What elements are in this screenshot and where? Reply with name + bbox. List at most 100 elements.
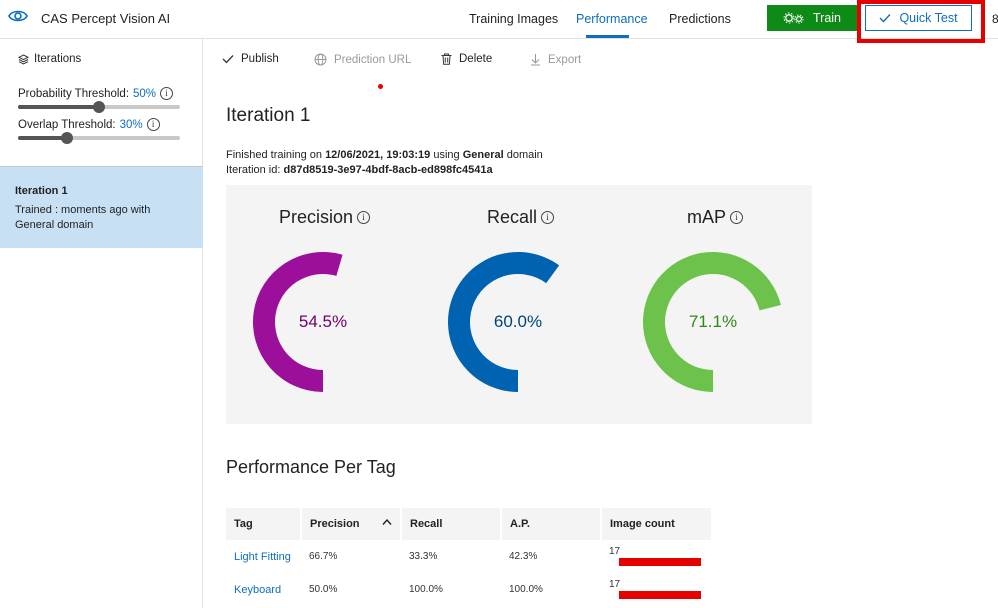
overlap-threshold-text: Overlap Threshold: bbox=[18, 118, 116, 131]
per-tag-table: Tag Precision Recall A.P. Image count Li… bbox=[226, 508, 713, 606]
app-title: CAS Percept Vision AI bbox=[41, 11, 171, 26]
eye-icon bbox=[8, 10, 28, 22]
iteration-id-info: Iteration id: d87d8519-3e97-4bdf-8acb-ed… bbox=[226, 164, 493, 176]
recall-title-text: Recall bbox=[487, 207, 538, 227]
col-header-image-count[interactable]: Image count bbox=[601, 508, 713, 540]
publish-button[interactable]: Publish bbox=[222, 53, 279, 65]
cell-recall: 33.3% bbox=[409, 551, 438, 562]
col-header-tag[interactable]: Tag bbox=[226, 508, 302, 540]
trash-icon bbox=[441, 53, 452, 65]
export-label: Export bbox=[548, 53, 582, 66]
recall-donut-chart bbox=[448, 252, 560, 392]
slider-fill bbox=[18, 136, 67, 140]
cell-ap: 100.0% bbox=[509, 584, 543, 595]
recall-donut: 60.0% bbox=[447, 251, 589, 393]
overlap-threshold-value: 30% bbox=[119, 118, 143, 131]
sort-ascending-icon[interactable] bbox=[382, 519, 392, 525]
delete-label: Delete bbox=[459, 53, 493, 65]
recall-value: 60.0% bbox=[493, 312, 543, 331]
map-donut-chart bbox=[643, 252, 781, 392]
info-icon[interactable]: i bbox=[160, 87, 174, 100]
download-icon bbox=[531, 54, 540, 66]
performance-per-tag-title: Performance Per Tag bbox=[226, 457, 396, 477]
slider-thumb[interactable] bbox=[93, 101, 105, 113]
cell-ap: 42.3% bbox=[509, 551, 538, 562]
tab-training-images[interactable]: Training Images bbox=[469, 12, 559, 26]
tag-link[interactable]: Keyboard bbox=[234, 583, 282, 596]
map-title-text: mAP bbox=[687, 207, 727, 227]
cell-image-count: 17 bbox=[601, 540, 712, 573]
table-row: Light Fitting 66.7% 33.3% 42.3% 17 bbox=[226, 540, 712, 573]
prediction-url-button[interactable]: Prediction URL bbox=[314, 53, 411, 66]
finished-suffix: domain bbox=[503, 149, 543, 161]
slider-fill bbox=[18, 105, 99, 109]
gears-icon bbox=[783, 12, 804, 24]
map-value: 71.1% bbox=[688, 312, 738, 331]
divider bbox=[0, 166, 203, 167]
finished-mid: using bbox=[430, 149, 463, 161]
top-bar: CAS Percept Vision AI Training Images Pe… bbox=[0, 0, 998, 43]
overlap-threshold-slider[interactable] bbox=[18, 132, 180, 144]
map-title: mAP i bbox=[687, 207, 744, 228]
donut-arc bbox=[448, 252, 560, 392]
col-header-ap[interactable]: A.P. bbox=[501, 508, 602, 540]
metrics-panel: Precision i Recall i mAP i 54.5% 60.0% 7… bbox=[226, 185, 812, 424]
cell-precision: 50.0% bbox=[309, 584, 338, 595]
iteration-item-domain: General domain bbox=[15, 219, 94, 231]
donut-arc bbox=[643, 252, 781, 392]
train-button[interactable]: Train bbox=[767, 5, 857, 31]
col-header-precision-text: Precision bbox=[310, 518, 360, 530]
col-header-precision[interactable]: Precision bbox=[301, 508, 402, 540]
iterations-label: Iterations bbox=[34, 53, 82, 65]
annotation-dot bbox=[378, 84, 383, 89]
overlap-threshold-label: Overlap Threshold: 30% i bbox=[18, 118, 160, 131]
donut-arc bbox=[253, 252, 343, 392]
info-icon[interactable]: i bbox=[357, 211, 371, 224]
export-button[interactable]: Export bbox=[530, 53, 581, 66]
precision-title-text: Precision bbox=[279, 207, 354, 227]
recall-title: Recall i bbox=[487, 207, 555, 228]
active-tab-indicator bbox=[586, 35, 629, 38]
publish-label: Publish bbox=[241, 53, 279, 65]
cell-precision: 66.7% bbox=[309, 551, 338, 562]
delete-button[interactable]: Delete bbox=[441, 53, 492, 65]
iteration-id-value: d87d8519-3e97-4bdf-8acb-ed898fc4541a bbox=[283, 164, 493, 176]
probability-threshold-label: Probability Threshold: 50% i bbox=[18, 87, 174, 100]
quick-test-button[interactable]: Quick Test bbox=[865, 5, 972, 31]
page-title: Iteration 1 bbox=[226, 105, 311, 126]
iteration-id-label: Iteration id: bbox=[226, 164, 284, 176]
table-header-row: Tag Precision Recall A.P. Image count bbox=[226, 508, 713, 540]
tab-performance[interactable]: Performance bbox=[576, 12, 648, 26]
tag-link[interactable]: Light Fitting bbox=[234, 550, 291, 563]
info-icon[interactable]: i bbox=[146, 118, 160, 131]
train-label: Train bbox=[812, 11, 841, 25]
tab-predictions[interactable]: Predictions bbox=[669, 12, 731, 26]
table-row: Keyboard 50.0% 100.0% 100.0% 17 bbox=[226, 573, 712, 606]
layers-icon bbox=[18, 53, 29, 65]
iteration-item-title: Iteration 1 bbox=[15, 185, 68, 197]
prediction-url-label: Prediction URL bbox=[334, 53, 412, 66]
col-header-recall[interactable]: Recall bbox=[401, 508, 502, 540]
finished-date: 12/06/2021, 19:03:19 bbox=[325, 149, 431, 161]
image-count-bar bbox=[619, 557, 701, 566]
iterations-sidebar: Iterations Probability Threshold: 50% i … bbox=[0, 39, 203, 608]
precision-donut-chart bbox=[253, 252, 343, 392]
slider-thumb[interactable] bbox=[60, 132, 73, 144]
precision-value: 54.5% bbox=[298, 312, 348, 331]
cell-recall: 100.0% bbox=[409, 584, 443, 595]
info-icon[interactable]: i bbox=[730, 211, 744, 224]
info-icon[interactable]: i bbox=[541, 211, 555, 224]
iteration-list-item[interactable]: Iteration 1 Trained : moments ago with G… bbox=[0, 167, 203, 248]
globe-icon bbox=[314, 53, 327, 66]
probability-threshold-text: Probability Threshold: bbox=[18, 87, 130, 100]
image-count-value: 17 bbox=[609, 578, 621, 590]
iteration-item-status: Trained : moments ago with bbox=[15, 204, 151, 216]
probability-threshold-slider[interactable] bbox=[18, 101, 180, 113]
image-count-bar bbox=[619, 590, 701, 599]
precision-donut: 54.5% bbox=[252, 251, 394, 393]
precision-title: Precision i bbox=[279, 207, 371, 228]
finished-prefix: Finished training on bbox=[226, 149, 326, 161]
cell-image-count: 17 bbox=[601, 573, 712, 606]
iterations-header: Iterations bbox=[18, 53, 81, 65]
truncated-nav-item[interactable]: 8 bbox=[992, 12, 998, 26]
